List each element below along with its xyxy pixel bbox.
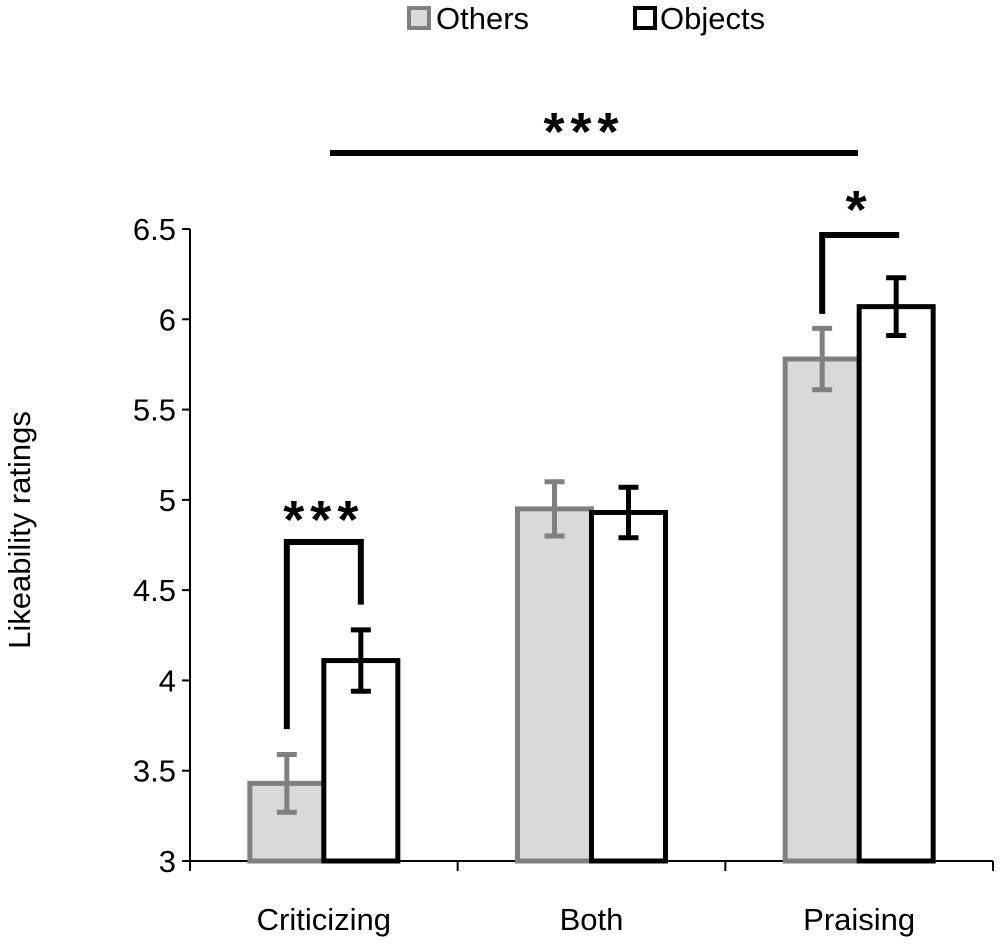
legend-label-others: Others	[436, 1, 529, 36]
bar-objects	[321, 658, 401, 864]
bars	[247, 275, 936, 864]
x-tick-label: Praising	[803, 902, 915, 937]
bar-objects	[589, 509, 668, 864]
significance-label-praising: *	[846, 180, 873, 240]
legend: Others Objects	[407, 1, 765, 36]
significance-label-overall: ***	[543, 102, 624, 162]
y-axis: 3 3.5 4 4.5 5 5.5 6 6.5	[133, 212, 191, 879]
bar-others	[782, 356, 862, 864]
y-tick-label: 4	[159, 663, 176, 698]
significance-annotations: *******	[283, 102, 900, 730]
significance-bracket-praising	[819, 232, 900, 314]
legend-swatch-objects	[633, 6, 657, 30]
y-tick-label: 5.5	[133, 393, 176, 428]
y-tick-label: 4.5	[133, 573, 176, 608]
y-tick-label: 3	[159, 844, 176, 879]
x-tick-label: Both	[560, 902, 624, 937]
bar-others	[515, 506, 594, 864]
y-axis-label: Likeability ratings	[2, 411, 37, 649]
significance-bracket-criticizing	[283, 539, 364, 730]
significance-label-criticizing: ***	[283, 490, 364, 550]
bar-objects	[856, 304, 936, 864]
y-tick-label: 3.5	[133, 754, 176, 789]
y-tick-label: 5	[159, 483, 176, 518]
y-tick-label: 6.5	[133, 212, 176, 247]
legend-swatch-others	[407, 6, 431, 30]
x-tick-label: Criticizing	[257, 902, 391, 937]
y-tick-label: 6	[159, 302, 176, 337]
x-axis: Criticizing Both Praising	[189, 860, 994, 937]
legend-label-objects: Objects	[660, 1, 765, 36]
